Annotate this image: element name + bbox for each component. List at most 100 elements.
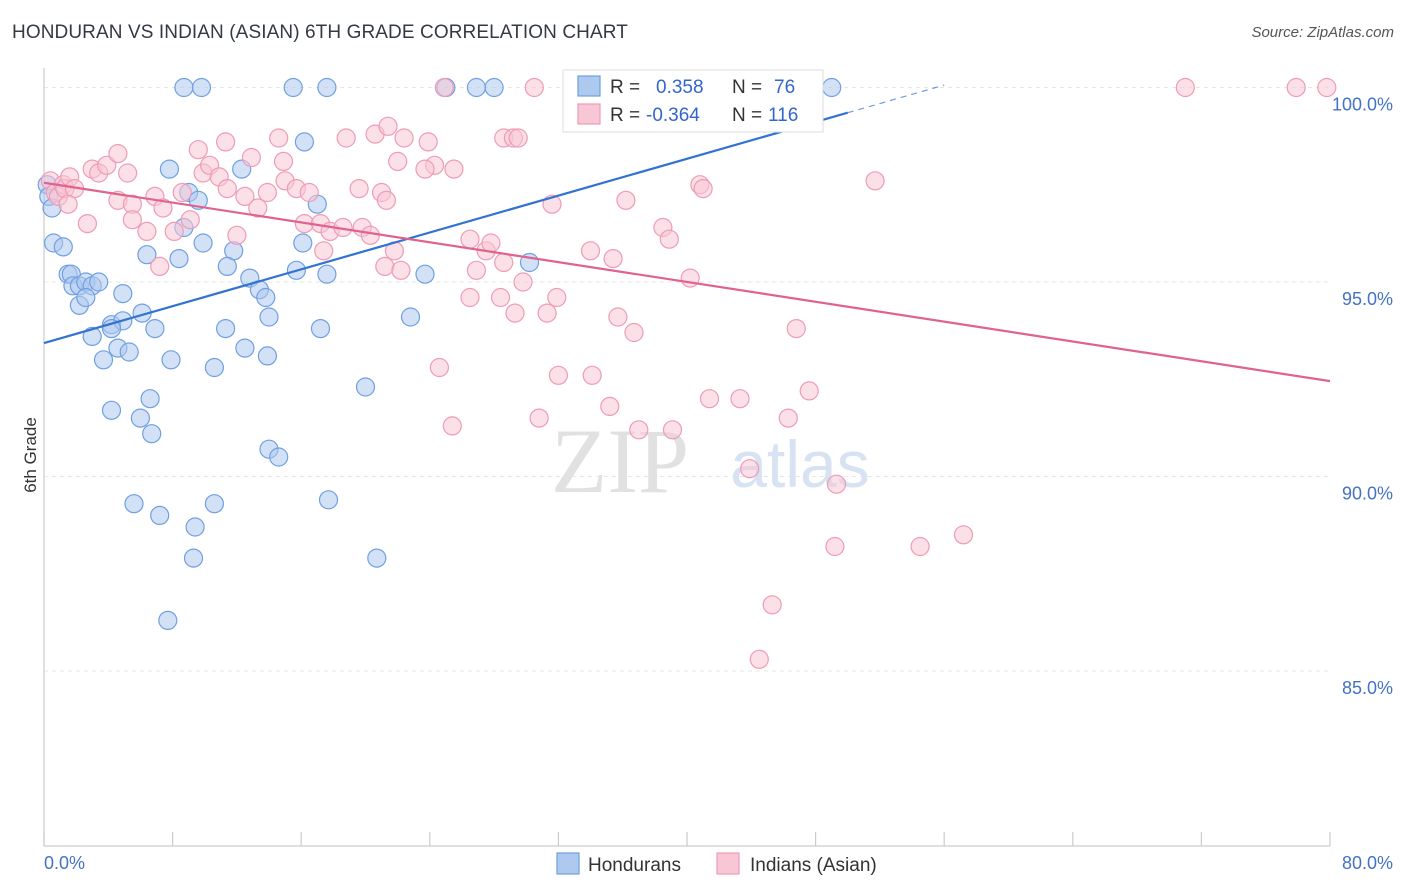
indian-point-52 xyxy=(336,128,356,148)
legend-swatch-hondurans xyxy=(577,75,601,97)
bottom-legend: Hondurans Indians (Asian) xyxy=(556,852,877,876)
honduran-point-58 xyxy=(101,400,122,420)
indian-point-109 xyxy=(524,77,544,98)
trend-line-1 xyxy=(43,181,1331,383)
indian-point-99 xyxy=(762,595,782,615)
indian-point-82 xyxy=(580,241,601,261)
trend-line-extension-0 xyxy=(847,84,945,114)
bottom-legend-hondurans: Hondurans xyxy=(588,855,681,876)
honduran-point-54 xyxy=(294,132,314,152)
honduran-point-39 xyxy=(169,249,189,269)
honduran-point-71 xyxy=(355,377,376,397)
honduran-point-13 xyxy=(53,237,73,257)
honduran-point-40 xyxy=(193,233,213,253)
honduran-point-51 xyxy=(257,346,277,366)
indian-point-79 xyxy=(548,365,569,385)
indian-point-105 xyxy=(865,171,885,191)
honduran-point-64 xyxy=(185,517,205,537)
indian-point-29 xyxy=(217,179,237,199)
indian-point-101 xyxy=(786,319,806,339)
indian-point-112 xyxy=(1175,77,1195,98)
honduran-point-59 xyxy=(130,408,150,428)
indian-point-36 xyxy=(273,151,294,171)
legend-n-label-1: N = xyxy=(732,105,762,126)
indian-point-96 xyxy=(730,389,750,409)
indian-point-13 xyxy=(117,163,138,183)
indian-point-19 xyxy=(153,198,173,218)
indian-point-34 xyxy=(257,182,277,203)
indian-point-107 xyxy=(953,525,974,545)
honduran-point-50 xyxy=(235,338,255,358)
indian-point-20 xyxy=(164,221,184,241)
indian-point-81 xyxy=(582,365,602,385)
honduran-point-20 xyxy=(89,272,109,292)
bottom-legend-swatch-indians xyxy=(716,852,740,875)
indian-point-106 xyxy=(910,536,930,557)
indian-point-58 xyxy=(418,132,438,152)
indian-point-77 xyxy=(537,303,557,323)
honduran-point-65 xyxy=(204,494,224,514)
indian-point-65 xyxy=(466,260,486,280)
honduran-point-0 xyxy=(174,77,194,98)
honduran-point-57 xyxy=(317,264,337,284)
honduran-point-74 xyxy=(415,264,435,284)
indian-point-113 xyxy=(1286,77,1306,98)
indian-point-28 xyxy=(216,132,236,152)
honduran-point-66 xyxy=(183,548,204,568)
indian-point-114 xyxy=(1317,77,1337,98)
honduran-point-35 xyxy=(159,159,179,179)
indian-point-48 xyxy=(376,190,396,210)
honduran-point-47 xyxy=(256,287,276,308)
indian-point-31 xyxy=(235,186,255,206)
x-tick-label-left: 0.0% xyxy=(44,853,85,873)
indian-point-22 xyxy=(172,182,192,203)
honduran-point-70 xyxy=(318,490,339,510)
y-axis-label: 6th Grade xyxy=(21,417,40,493)
indian-point-51 xyxy=(391,260,411,280)
indian-point-97 xyxy=(740,459,760,479)
indian-point-50 xyxy=(375,256,395,276)
honduran-point-22 xyxy=(76,287,96,308)
indian-point-64 xyxy=(460,287,480,308)
indian-point-57 xyxy=(394,128,414,148)
honduran-point-31 xyxy=(93,350,114,370)
honduran-point-73 xyxy=(400,307,421,327)
honduran-point-8 xyxy=(822,77,842,98)
chart-source: Source: ZipAtlas.com xyxy=(1251,24,1394,41)
indian-point-33 xyxy=(248,198,268,218)
indian-point-75 xyxy=(508,128,528,148)
legend: R = 0.358 N = 76 R = -0.364 N = 116 xyxy=(562,69,824,133)
y-tick-label-1: 95.0% xyxy=(1342,289,1393,309)
legend-n-value-0: 76 xyxy=(774,77,795,98)
x-tick-label-right: 80.0% xyxy=(1342,853,1393,873)
indian-point-100 xyxy=(778,408,798,428)
honduran-point-56 xyxy=(310,319,331,339)
legend-swatch-indians xyxy=(577,103,601,125)
indian-point-98 xyxy=(749,649,769,669)
honduran-point-44 xyxy=(217,256,237,276)
indian-point-55 xyxy=(378,116,398,136)
indian-point-104 xyxy=(825,536,845,557)
honduran-point-69 xyxy=(269,447,289,467)
indian-point-78 xyxy=(547,287,567,308)
trend-lines xyxy=(43,84,1331,383)
indian-point-60 xyxy=(415,159,435,179)
honduran-point-30 xyxy=(119,342,139,362)
legend-box xyxy=(562,69,824,133)
honduran-point-67 xyxy=(158,610,178,631)
honduran-point-3 xyxy=(317,77,337,98)
indian-point-108 xyxy=(434,77,454,98)
honduran-point-5 xyxy=(466,77,486,98)
indian-point-39 xyxy=(299,182,319,203)
trend-line-0 xyxy=(43,111,849,345)
indian-point-46 xyxy=(360,225,380,245)
honduran-point-49 xyxy=(216,319,236,339)
y-tick-label-2: 90.0% xyxy=(1342,483,1393,503)
honduran-point-32 xyxy=(145,319,165,339)
indian-point-83 xyxy=(603,249,623,269)
honduran-point-53 xyxy=(293,233,313,253)
indian-point-23 xyxy=(180,210,200,230)
indian-point-85 xyxy=(608,307,628,327)
honduran-point-48 xyxy=(259,307,279,327)
